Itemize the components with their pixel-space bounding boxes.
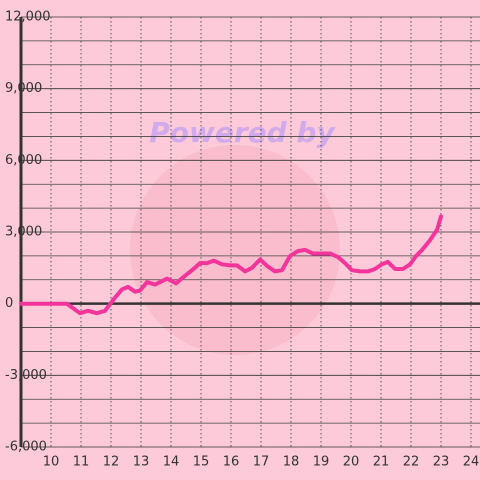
x-tick-label: 16 — [223, 455, 240, 470]
x-tick-label: 14 — [163, 455, 180, 470]
x-tick-label: 13 — [133, 455, 150, 470]
y-tick-label: 6,000 — [5, 153, 42, 168]
x-tick-label: 21 — [373, 455, 390, 470]
x-tick-label: 12 — [103, 455, 120, 470]
x-tick-label: 24 — [463, 455, 480, 470]
x-tick-label: 11 — [73, 455, 90, 470]
y-tick-label: -6,000 — [5, 440, 47, 455]
x-tick-label: 22 — [403, 455, 420, 470]
x-tick-label: 18 — [283, 455, 300, 470]
data-line — [19, 214, 443, 316]
y-tick-label: 0 — [5, 296, 13, 311]
y-tick-label: 9,000 — [5, 81, 42, 96]
x-tick-label: 23 — [433, 455, 450, 470]
x-tick-label: 20 — [343, 455, 360, 470]
y-tick-label: 12,000 — [5, 10, 51, 25]
x-tick-label: 10 — [43, 455, 60, 470]
x-tick-label: 19 — [313, 455, 330, 470]
y-tick-label: 3,000 — [5, 225, 42, 240]
x-tick-label: 17 — [253, 455, 270, 470]
watermark: Powered by — [149, 116, 336, 149]
x-tick-label: 15 — [193, 455, 210, 470]
y-tick-label: -3,000 — [5, 368, 47, 383]
